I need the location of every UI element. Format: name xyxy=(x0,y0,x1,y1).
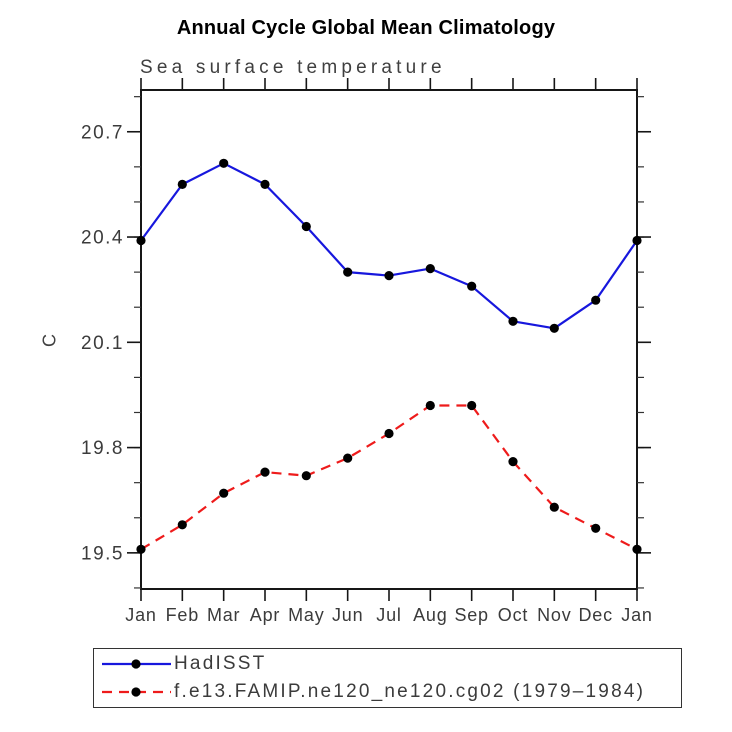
y-tick-label: 19.5 xyxy=(81,543,124,564)
data-point-marker xyxy=(467,281,477,291)
x-tick-label: Jul xyxy=(376,605,401,625)
plot-frame xyxy=(140,89,638,590)
y-tick-label: 19.8 xyxy=(81,438,124,459)
data-point-marker xyxy=(301,471,311,481)
data-point-marker xyxy=(343,453,353,463)
data-point-marker xyxy=(343,267,353,277)
legend-label-model: f.e13.FAMIP.ne120_ne120.cg02 (1979–1984) xyxy=(174,681,646,702)
data-point-marker xyxy=(136,235,146,246)
data-point-marker xyxy=(591,523,601,533)
y-tick-label: 20.4 xyxy=(81,228,124,249)
data-point-marker xyxy=(136,544,146,554)
x-tick-label: Sep xyxy=(454,605,488,625)
data-point-marker xyxy=(632,544,642,554)
data-point-marker xyxy=(384,428,394,439)
data-point-marker xyxy=(219,158,229,168)
legend-marker-dot xyxy=(131,659,141,669)
x-tick-label: Dec xyxy=(578,605,612,625)
legend-sample-dashed-line xyxy=(102,687,171,697)
series-line-0 xyxy=(140,162,638,330)
data-point-marker xyxy=(467,400,477,411)
y-tick-label: 20.1 xyxy=(81,333,124,354)
legend-item-hadisst: HadISST xyxy=(98,651,267,677)
y-tick-label: 20.7 xyxy=(81,122,124,143)
x-tick-label: Feb xyxy=(166,605,199,625)
data-point-marker xyxy=(219,488,229,498)
data-point-marker xyxy=(549,323,559,333)
chart-subtitle: Sea surface temperature xyxy=(140,57,446,78)
legend-marker-dot xyxy=(131,687,141,697)
x-tick-label: Oct xyxy=(498,605,528,625)
legend-box: HadISST f.e13.FAMIP.ne120_ne120.cg02 (19… xyxy=(93,648,682,708)
data-point-marker xyxy=(301,221,311,232)
legend-sample-solid-line xyxy=(102,659,171,669)
legend-item-model: f.e13.FAMIP.ne120_ne120.cg02 (1979–1984) xyxy=(98,679,645,705)
x-tick-label: May xyxy=(288,605,324,625)
data-point-marker xyxy=(632,235,642,246)
x-tick-label: Apr xyxy=(250,605,280,625)
x-tick-label: Aug xyxy=(413,605,447,625)
x-tick-label: Mar xyxy=(207,605,240,625)
x-tick-label: Jan xyxy=(125,605,156,625)
x-tick-label: Nov xyxy=(537,605,571,625)
data-point-marker xyxy=(591,295,601,305)
data-point-marker xyxy=(508,316,518,326)
data-point-marker xyxy=(508,457,518,467)
chart-title: Annual Cycle Global Mean Climatology xyxy=(176,17,556,39)
data-point-marker xyxy=(260,179,270,189)
data-point-marker xyxy=(549,502,559,512)
x-tick-label: Jun xyxy=(332,605,363,625)
data-point-marker xyxy=(177,520,187,530)
x-tick-label: Jan xyxy=(621,605,652,625)
data-point-marker xyxy=(425,264,435,274)
data-point-marker xyxy=(384,271,394,281)
data-point-marker xyxy=(260,467,270,477)
legend-label-hadisst: HadISST xyxy=(174,653,267,674)
data-point-marker xyxy=(177,179,187,189)
series-line-1 xyxy=(140,404,638,551)
data-point-marker xyxy=(425,400,435,411)
